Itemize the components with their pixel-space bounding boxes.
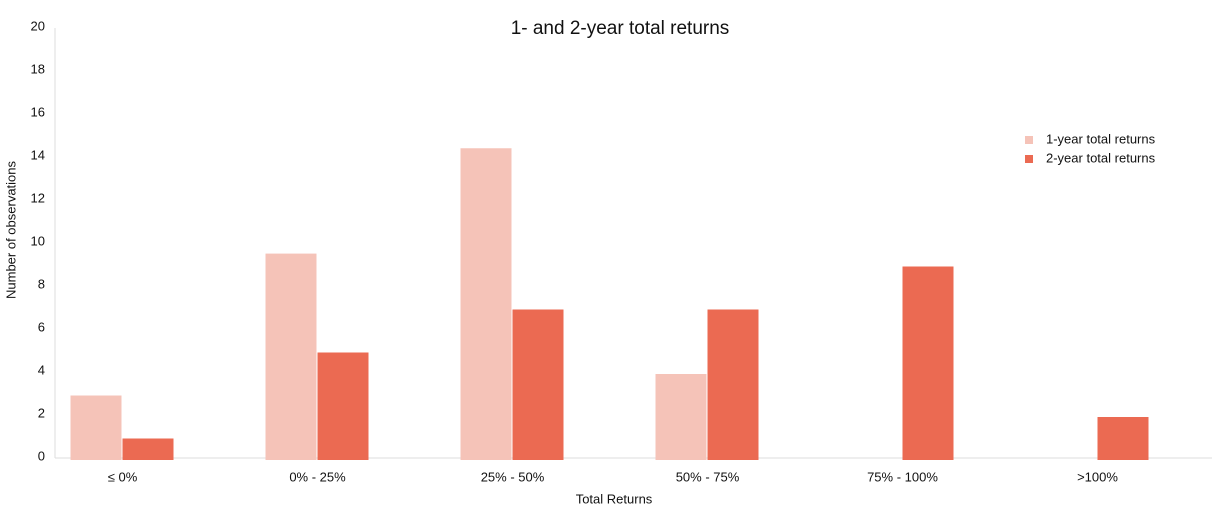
bar	[122, 438, 174, 460]
legend-swatch	[1025, 155, 1033, 163]
y-tick-label: 4	[38, 362, 45, 377]
x-tick-label: 25% - 50%	[481, 469, 545, 484]
bar	[70, 395, 122, 460]
y-tick-label: 10	[31, 233, 45, 248]
bar	[707, 309, 759, 460]
y-tick-label: 18	[31, 61, 45, 76]
bar	[460, 148, 512, 460]
y-axis-label: Number of observations	[3, 160, 18, 299]
bar	[317, 352, 369, 460]
chart-title: 1- and 2-year total returns	[511, 18, 730, 39]
y-tick-label: 14	[31, 147, 45, 162]
x-tick-label: >100%	[1077, 469, 1118, 484]
legend-label: 2-year total returns	[1046, 150, 1156, 165]
x-tick-label: 50% - 75%	[676, 469, 740, 484]
bar	[902, 266, 954, 460]
y-tick-label: 6	[38, 319, 45, 334]
x-axis-label: Total Returns	[576, 491, 653, 506]
bar	[512, 309, 564, 460]
bar	[265, 253, 317, 460]
y-tick-label: 20	[31, 18, 45, 33]
y-tick-label: 8	[38, 276, 45, 291]
bar	[1097, 417, 1149, 460]
y-tick-label: 12	[31, 190, 45, 205]
legend-swatch	[1025, 136, 1033, 144]
x-tick-label: 0% - 25%	[289, 469, 346, 484]
bar	[655, 374, 707, 460]
y-tick-label: 16	[31, 104, 45, 119]
y-tick-label: 0	[38, 448, 45, 463]
x-tick-label: ≤ 0%	[108, 469, 138, 484]
x-tick-label: 75% - 100%	[867, 469, 938, 484]
y-tick-label: 2	[38, 405, 45, 420]
legend-label: 1-year total returns	[1046, 131, 1156, 146]
